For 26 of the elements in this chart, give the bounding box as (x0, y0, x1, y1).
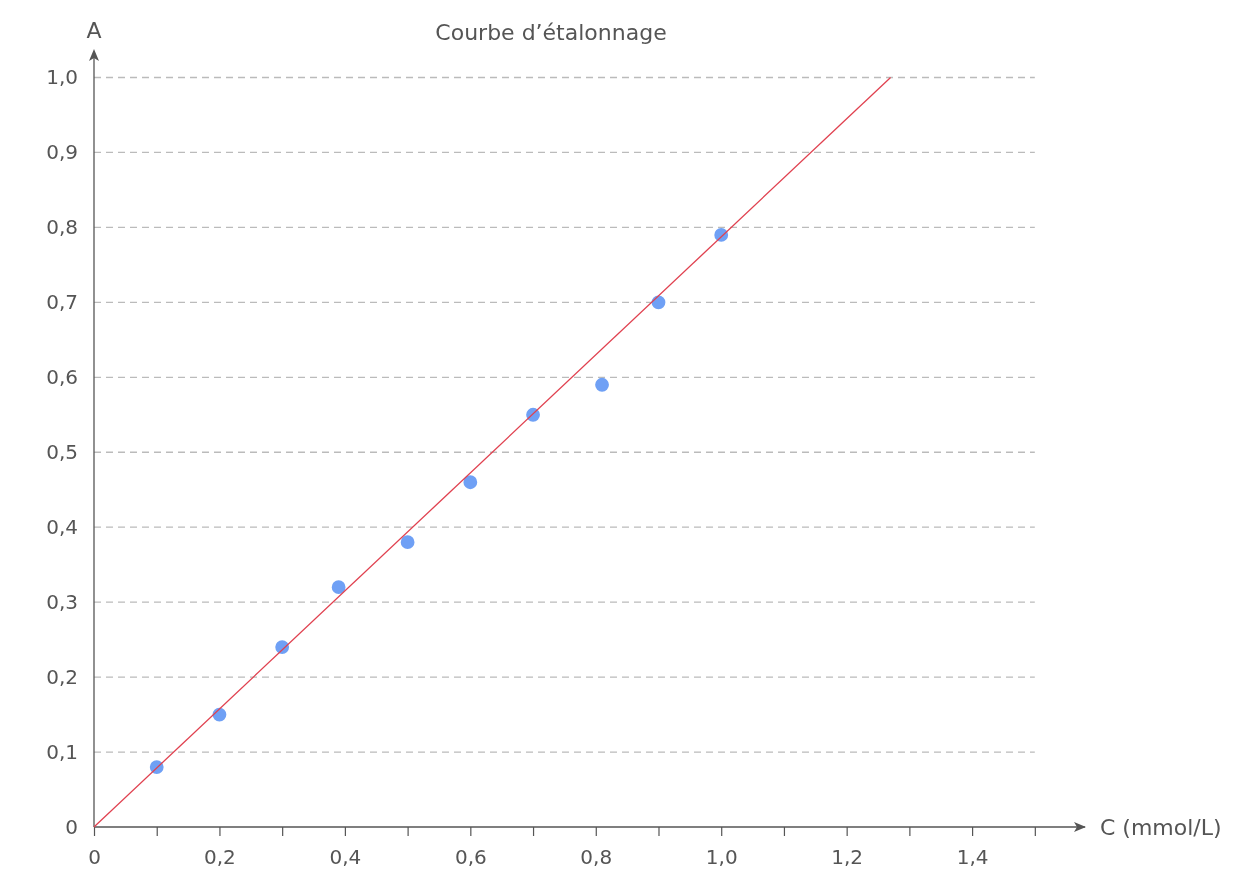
y-tick-label: 1,0 (46, 65, 78, 90)
x-tick-label: 1,2 (831, 845, 864, 870)
y-tick-label: 0,7 (46, 290, 78, 315)
x-axis-title: C (mmol/L) (1100, 815, 1222, 840)
y-tick-label: 0 (65, 815, 78, 839)
y-tick-label: 0,1 (46, 740, 78, 765)
y-axis-title: A (86, 18, 102, 43)
chart-title: Courbe d’étalonnage (435, 20, 667, 45)
y-tick-label: 0,3 (46, 590, 78, 615)
point (463, 475, 478, 490)
x-tick-label: 1,4 (956, 845, 989, 870)
y-tick-label: 0,8 (46, 215, 78, 240)
point (331, 580, 346, 595)
x-tick-label: 0,8 (580, 845, 613, 870)
y-tick-label: 0,6 (46, 365, 78, 390)
y-tick-label: 0,4 (46, 515, 78, 540)
point (400, 535, 415, 550)
y-tick-label: 0,5 (46, 440, 78, 465)
y-tick-label: 0,9 (46, 140, 78, 165)
y-tick-label: 0,2 (46, 665, 78, 690)
x-tick-label: 0,2 (204, 845, 236, 870)
x-tick-label: 0 (88, 845, 101, 870)
x-tick-label: 1,0 (705, 845, 738, 870)
x-tick-label: 0,6 (454, 845, 487, 870)
point (595, 377, 609, 392)
x-tick-label: 0,4 (329, 845, 362, 870)
